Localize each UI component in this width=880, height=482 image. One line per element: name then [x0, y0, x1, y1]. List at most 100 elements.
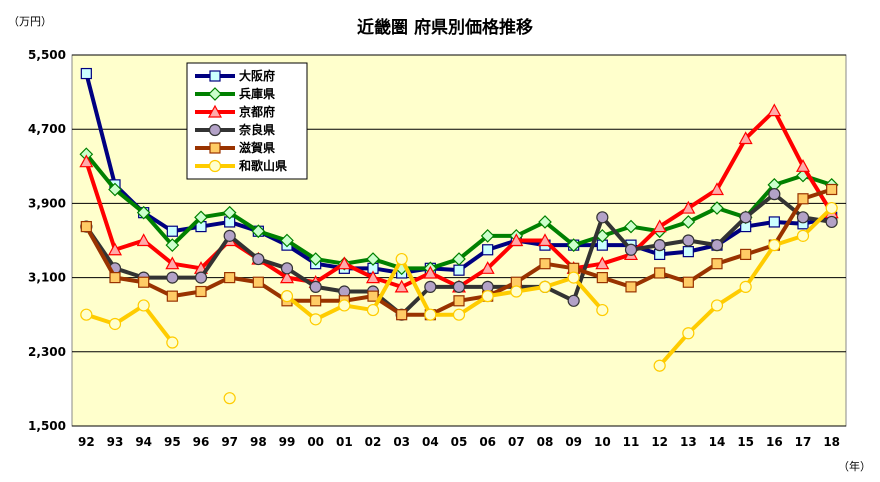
data-point	[710, 299, 724, 312]
data-point	[538, 215, 552, 229]
data-point	[796, 229, 810, 242]
legend-box	[186, 62, 308, 180]
x-tick-label: 03	[393, 435, 410, 449]
x-tick-label: 15	[737, 435, 754, 449]
data-point	[624, 243, 638, 256]
x-tick-label: 16	[766, 435, 783, 449]
data-point	[166, 225, 178, 237]
data-point	[767, 103, 782, 117]
y-tick-label: 2,300	[28, 345, 66, 359]
data-point	[279, 270, 295, 284]
data-point	[768, 239, 781, 252]
x-tick-label: 95	[164, 435, 181, 449]
data-point	[309, 280, 322, 293]
legend-label: 大阪府	[239, 68, 275, 83]
data-point	[539, 258, 551, 270]
legend-label: 兵庫県	[239, 86, 275, 101]
legend-label: 和歌山県	[238, 158, 287, 173]
data-point	[107, 242, 123, 256]
data-point	[252, 252, 265, 266]
data-point	[825, 201, 838, 215]
data-point	[366, 252, 380, 266]
legend-marker	[207, 104, 223, 118]
legend-marker	[208, 87, 222, 101]
data-point	[80, 67, 92, 80]
x-tick-label: 14	[709, 435, 726, 449]
data-point	[482, 244, 494, 256]
data-point	[395, 252, 408, 266]
data-point	[739, 280, 752, 293]
data-point	[224, 272, 236, 284]
data-point	[423, 265, 438, 279]
data-point	[136, 205, 151, 220]
data-point	[768, 216, 780, 228]
x-tick-label: 01	[336, 435, 353, 449]
data-point	[109, 272, 121, 284]
data-point	[308, 252, 323, 266]
x-tick-label: 96	[193, 435, 210, 449]
data-point	[825, 215, 838, 229]
y-tick-label: 1,500	[28, 419, 66, 433]
x-tick-label: 17	[795, 435, 812, 449]
legend-marker	[209, 142, 221, 154]
y-axis: 1,500 2,300 3,100 3,900 4,700 5,500	[28, 48, 66, 433]
x-tick-label: 18	[823, 435, 840, 449]
data-point	[165, 238, 180, 252]
data-point	[366, 303, 380, 317]
data-point	[223, 229, 236, 242]
y-unit-label: （万円）	[8, 15, 52, 28]
data-point	[826, 183, 838, 196]
data-point	[595, 256, 610, 270]
data-point	[453, 264, 465, 276]
series-6	[80, 201, 838, 405]
data-point	[452, 252, 466, 266]
x-tick-label: 05	[451, 435, 468, 449]
y-tick-label: 3,100	[28, 271, 66, 285]
data-point	[424, 308, 437, 321]
data-point	[394, 279, 409, 293]
data-point	[251, 224, 266, 239]
data-point	[280, 290, 294, 303]
x-tick-label: 97	[221, 435, 238, 449]
legend-label: 滋賀県	[239, 140, 275, 155]
data-point	[739, 211, 752, 224]
data-point	[711, 258, 723, 270]
data-point	[596, 272, 608, 284]
x-tick-label: 12	[651, 435, 668, 449]
data-point	[681, 215, 696, 229]
data-point	[567, 271, 580, 284]
data-point	[682, 246, 694, 258]
data-point	[480, 229, 495, 243]
data-point	[280, 233, 294, 248]
data-point	[166, 271, 179, 284]
data-point	[396, 309, 408, 321]
legend-label: 奈良県	[238, 122, 275, 137]
data-point	[797, 193, 809, 205]
data-point	[710, 201, 724, 215]
x-tick-label: 94	[135, 435, 152, 449]
legend-marker	[209, 70, 221, 82]
data-point	[365, 270, 381, 284]
x-tick-label: 93	[107, 435, 124, 449]
data-point	[79, 154, 94, 168]
data-point	[538, 280, 552, 293]
data-point	[367, 290, 379, 302]
data-point	[481, 290, 494, 303]
data-point	[710, 239, 724, 252]
x-tick-label: 08	[537, 435, 554, 449]
x-tick-label: 98	[250, 435, 267, 449]
data-point	[194, 210, 208, 225]
data-point	[108, 182, 122, 197]
data-point	[682, 234, 695, 247]
data-point	[567, 294, 580, 307]
data-point	[480, 261, 495, 274]
series-2	[79, 147, 839, 276]
data-point	[596, 303, 609, 317]
data-point	[337, 256, 352, 270]
data-point	[452, 308, 466, 321]
series-line	[85, 303, 174, 344]
x-tick-label: 04	[422, 435, 439, 449]
data-point	[653, 239, 666, 252]
